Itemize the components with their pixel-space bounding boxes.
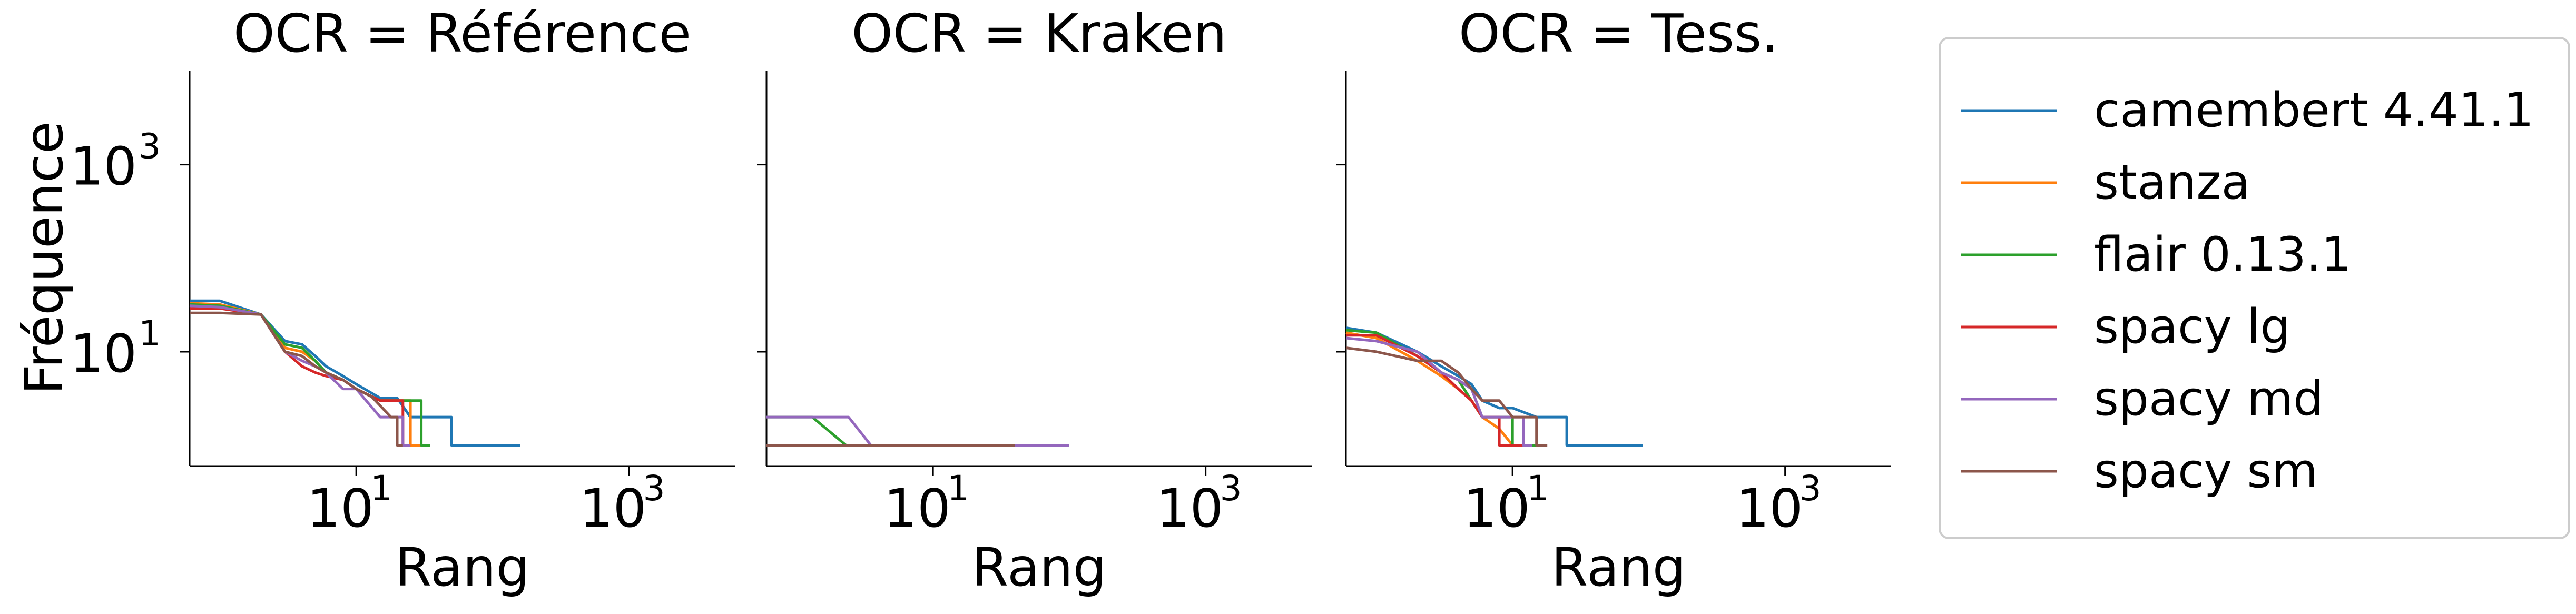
legend-label: flair 0.13.1	[2094, 227, 2352, 282]
series-line-6	[1345, 346, 1548, 447]
legend-item: spacy sm	[1961, 443, 2318, 499]
legend-item: spacy lg	[1961, 299, 2290, 354]
legend-label: stanza	[2094, 155, 2250, 210]
series-line-5	[189, 304, 411, 447]
legend-label: spacy lg	[2094, 299, 2290, 354]
x-axis-label: Rang	[395, 537, 529, 598]
x-tick-exponent: 1	[947, 468, 969, 509]
series-line-4	[190, 307, 411, 447]
legend-label: spacy md	[2094, 371, 2323, 427]
x-tick-label: 10	[1156, 478, 1223, 539]
x-tick-label: 10	[1736, 478, 1803, 539]
series-line-5	[766, 415, 1069, 447]
legend-item: spacy md	[1961, 371, 2323, 427]
x-tick-exponent: 1	[370, 468, 392, 509]
y-tick-exponent: 1	[139, 313, 161, 354]
series-line-3	[766, 415, 1039, 447]
series-line-3	[189, 303, 430, 447]
legend-item: stanza	[1961, 155, 2250, 210]
legend-label: camembert 4.41.1	[2094, 83, 2534, 138]
x-tick-exponent: 3	[643, 468, 665, 509]
legend: camembert 4.41.1 stanza flair 0.13.1 spacy …	[1939, 37, 2570, 539]
legend-label: spacy sm	[2094, 443, 2318, 499]
x-axis-label: Rang	[1551, 537, 1686, 598]
panel-title: OCR = Tess.	[1459, 3, 1778, 64]
panel-title: OCR = Kraken	[851, 3, 1227, 64]
x-tick-exponent: 3	[1800, 468, 1822, 509]
y-tick-label: 10	[70, 136, 137, 197]
series-line-3	[1345, 329, 1537, 447]
y-axis-label: Fréquence	[13, 122, 75, 395]
x-tick-label: 10	[1463, 478, 1530, 539]
x-tick-label: 10	[307, 478, 374, 539]
x-tick-label: 10	[579, 478, 646, 539]
x-tick-exponent: 3	[1220, 468, 1242, 509]
y-tick-exponent: 3	[139, 126, 161, 167]
series-line-6	[190, 311, 403, 447]
x-tick-label: 10	[884, 478, 951, 539]
series-line-5	[1345, 336, 1532, 447]
series-line-2	[189, 302, 421, 447]
legend-item: camembert 4.41.1	[1961, 83, 2534, 138]
legend-frame	[1939, 37, 2570, 539]
series-line-1	[190, 299, 520, 447]
x-axis-label: Rang	[972, 537, 1106, 598]
y-tick-label: 10	[70, 323, 137, 384]
x-tick-exponent: 1	[1527, 468, 1549, 509]
panel-title: OCR = Référence	[233, 3, 691, 64]
series-line-2	[1345, 331, 1523, 447]
legend-item: flair 0.13.1	[1961, 227, 2352, 282]
